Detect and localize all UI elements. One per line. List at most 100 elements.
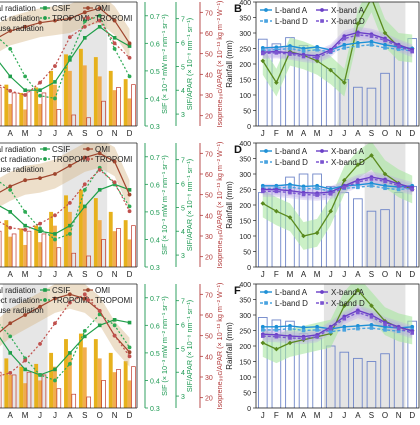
bar-diffuse-radiation [0,230,2,267]
csif-point [23,223,27,228]
legend-label: X-band D [331,17,365,26]
isoprene-tick-label: 50 [205,334,213,341]
x-tick-label: O [382,411,388,420]
legend-marker [86,157,90,161]
csif-point [53,232,57,236]
lband-d-point [356,44,360,48]
legend-marker [264,8,268,12]
sif-apar-tick-label: 4 [181,370,185,377]
omi-point [67,292,72,297]
panel-left-E: AMJJASONDTotal radiationDirect radiation… [0,283,224,420]
rainfall-point [301,233,306,239]
xband-d-point [383,179,387,184]
y-tick-label: 0 [247,406,251,413]
x-tick-label: D [409,411,415,420]
bar-direct-radiation [23,244,28,267]
xband-d-point [356,33,360,37]
lband-a-point [301,325,306,330]
omi-point [23,178,28,183]
lband-d-point [356,185,360,190]
isoprene-tick-label: 50 [205,52,213,59]
x-tick-label: A [301,129,307,138]
xband-d-line [262,34,413,59]
x-tick-label: J [261,270,265,279]
csif-point [97,323,102,328]
bar-total-radiation [78,189,83,267]
bar-diffuse-radiation [131,84,136,126]
legend-radiation-label: Direct radiation [0,155,40,164]
y-tick-label: 0 [247,265,251,272]
rainfall-point [355,21,361,26]
xband-a-line [262,309,413,338]
tropomi-isoprene-point [97,308,102,313]
legend-radiation-label: Direct radiation [0,14,40,23]
bar-diffuse-radiation [41,92,47,126]
y-tick-label: 400 [239,0,251,7]
rainfall-point [342,303,347,308]
sif-apar-tick-label: 4 [181,229,185,236]
bar-direct-radiation [38,242,42,267]
omi-point [97,6,102,11]
bar-direct-radiation [97,358,102,408]
panel-left-C: AMJJASONDTotal radiationDirect radiation… [0,142,224,279]
csif-point [68,58,72,62]
tropomi-sif-point [112,323,117,328]
xband-d-point [396,183,401,188]
x-tick-label: M [22,129,29,138]
lband-d-point [383,46,387,50]
sif-tick-label: 0.5 [150,351,160,358]
legend-radiation-label: Direct radiation [0,296,40,305]
tropomi-sif-point [38,93,42,98]
legend-radiation-label: Total radiation [0,145,36,154]
bar-diffuse-radiation [41,233,47,267]
tropomi-isoprene-point [8,88,13,93]
omi-point [8,29,13,33]
tropomi-sif-point [67,232,72,236]
omi-point [38,304,42,309]
lband-d-point [342,46,347,50]
tropomi-isoprene-point [23,227,28,232]
lband-d-point [342,328,347,332]
tropomi-sif-point [23,74,28,79]
legend-marker [320,301,324,305]
bar-total-radiation [108,211,113,267]
y-tick-label: 350 [239,298,251,305]
bar-total-radiation [64,54,68,126]
legend-label: X-band A [331,6,365,15]
rainfall-axis-label: Rainfall (mm) [225,322,234,370]
x-tick-label: A [67,270,73,279]
tropomi-sif-point [82,187,87,192]
x-tick-label: M [287,270,294,279]
sif-apar-tick-label: 3 [181,112,185,119]
y-tick-label: 150 [239,360,251,367]
rainfall-bar [366,87,377,126]
x-tick-label: F [274,411,279,420]
rainfall-point [260,340,266,346]
x-tick-label: M [22,411,29,420]
legend-marker [43,157,47,161]
tropomi-isoprene-point [97,18,102,23]
lband-a-point [383,42,387,47]
y-tick-label: 200 [239,62,251,69]
tropomi-sif-point [82,19,87,24]
xband-d-point [288,336,292,340]
lband-d-point [288,326,292,331]
bar-direct-radiation [8,236,13,267]
rainfall-bar [366,361,377,408]
x-tick-label: J [342,270,346,279]
lband-d-line [262,44,413,53]
xband-d-point [301,54,306,59]
legend-sif-label: CSIF [52,286,70,295]
lband-a-point [355,41,360,45]
tropomi-sif-point [23,209,28,214]
xband-d-point [315,56,319,60]
x-tick-label: O [382,129,388,138]
lband-a-point [342,324,347,329]
x-tick-label: A [355,270,361,279]
legend-radiation-label: Diffuse radiation [0,24,44,33]
bar-total-radiation [34,87,39,126]
xband-d-point [356,310,360,315]
y-tick-label: 100 [239,234,251,241]
x-tick-label: A [301,411,307,420]
lband-d-point [396,47,401,51]
